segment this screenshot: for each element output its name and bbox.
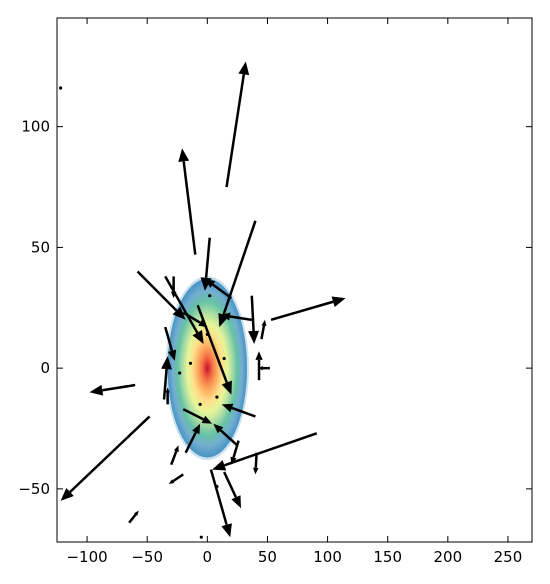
small-marker-0 (59, 86, 62, 89)
x-axis: −100 −50 0 50 100 150 200 250 (66, 18, 522, 566)
x-tick-label: 100 (313, 548, 342, 566)
plot-frame (57, 18, 532, 542)
small-marker-6 (223, 357, 226, 360)
x-tick-label: 50 (258, 548, 277, 566)
arrow-27 (255, 351, 262, 380)
arrow-6 (271, 297, 346, 320)
x-tick-label: 0 (203, 548, 213, 566)
x-tick-label: 200 (434, 548, 463, 566)
density-core (168, 279, 247, 458)
x-tick-label: 250 (494, 548, 523, 566)
small-marker-7 (199, 403, 202, 406)
arrow-23 (224, 472, 241, 508)
arrow-3 (138, 272, 186, 320)
small-marker-10 (178, 371, 181, 374)
y-tick-label: 0 (40, 359, 50, 377)
x-tick-label: −100 (66, 548, 107, 566)
arrow-7 (90, 385, 136, 396)
x-tick-label: 150 (373, 548, 402, 566)
y-tick-label: 100 (21, 118, 50, 136)
arrow-0 (227, 62, 250, 188)
small-marker-8 (215, 396, 218, 399)
y-tick-label: −50 (18, 480, 50, 498)
arrow-24 (169, 474, 183, 484)
arrow-28 (261, 320, 266, 339)
density-blob (166, 276, 249, 460)
small-marker-5 (189, 362, 192, 365)
arrow-8 (61, 416, 150, 500)
y-tick-label: 50 (31, 238, 50, 256)
small-marker-2 (200, 536, 203, 539)
y-axis: −50 0 50 100 (18, 118, 532, 498)
arrow-1 (178, 148, 195, 254)
small-marker-4 (208, 294, 211, 297)
arrow-22 (171, 445, 178, 464)
x-tick-label: −50 (131, 548, 163, 566)
arrow-25 (129, 511, 139, 523)
